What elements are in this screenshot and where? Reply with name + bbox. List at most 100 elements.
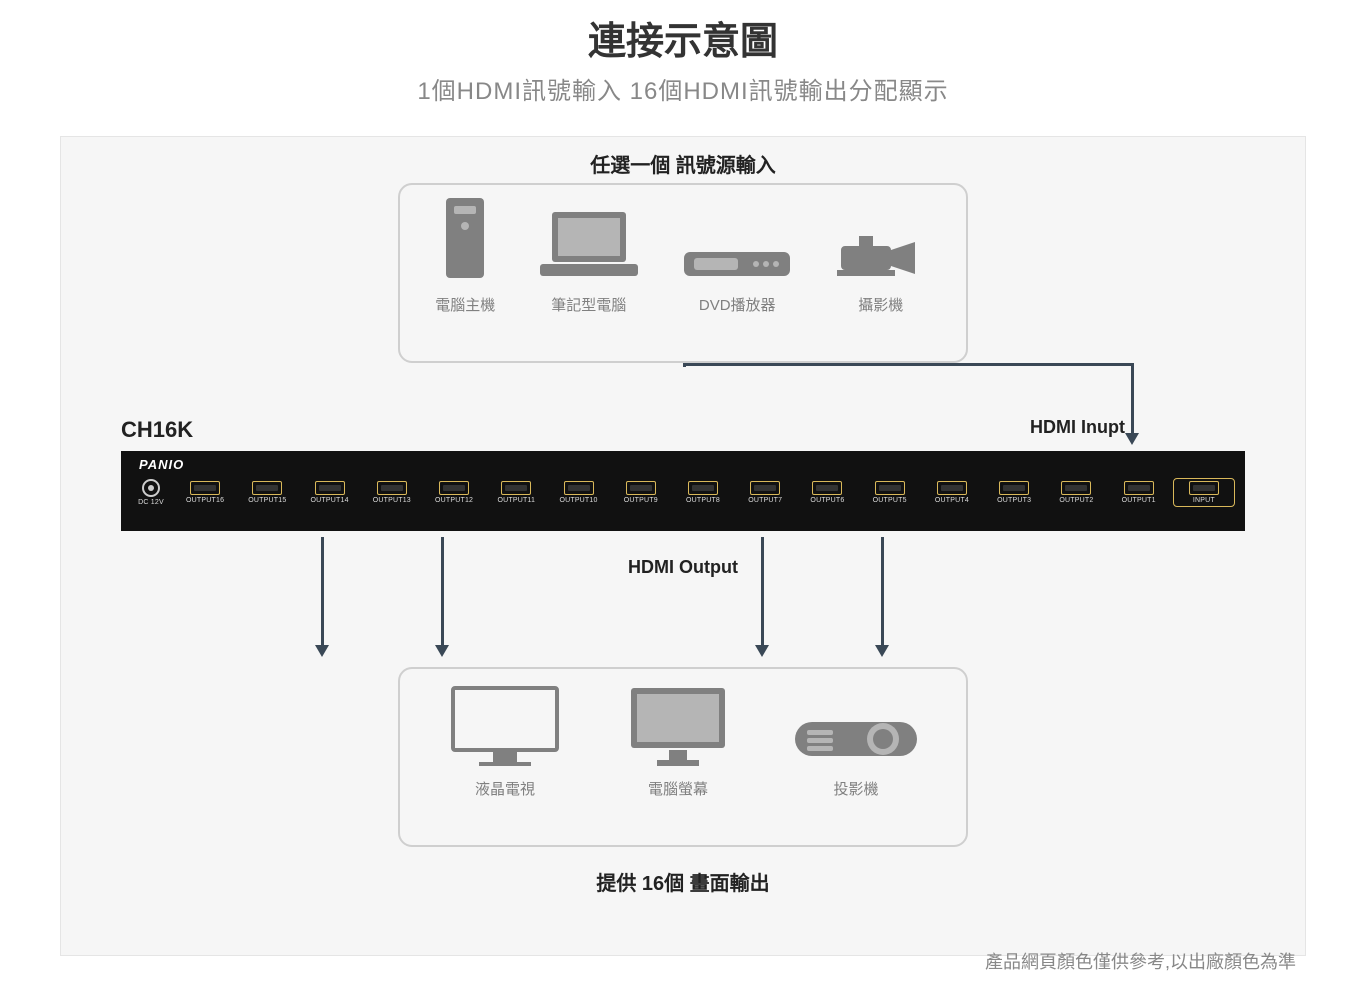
monitor-icon bbox=[623, 682, 733, 768]
conn-output-2 bbox=[761, 537, 764, 647]
hdmi-port-icon bbox=[750, 481, 780, 495]
hdmi-port-icon bbox=[875, 481, 905, 495]
hdmi-output-port-5: OUTPUT5 bbox=[862, 481, 918, 504]
device-laptop-label: 筆記型電腦 bbox=[551, 294, 626, 315]
hdmi-output-port-label: OUTPUT11 bbox=[497, 497, 535, 504]
conn-output-3 bbox=[881, 537, 884, 647]
laptop-icon bbox=[534, 206, 644, 284]
hdmi-output-port-label: OUTPUT16 bbox=[186, 497, 224, 504]
conn-input-h bbox=[683, 363, 1131, 366]
hdmi-port-icon bbox=[1124, 481, 1154, 495]
hdmi-output-port-1: OUTPUT1 bbox=[1111, 481, 1167, 504]
hdmi-output-port-14: OUTPUT14 bbox=[301, 481, 357, 504]
device-projector: 投影機 bbox=[791, 708, 921, 799]
disclaimer-text: 產品網頁顏色僅供參考,以出廠顏色為準 bbox=[985, 948, 1296, 974]
hdmi-output-port-label: OUTPUT6 bbox=[810, 497, 844, 504]
device-projector-label: 投影機 bbox=[833, 778, 878, 799]
input-device-row: 電腦主機 筆記型電腦 DVD播放器 bbox=[400, 185, 966, 315]
arrow-output-3 bbox=[875, 645, 889, 657]
desktop-icon bbox=[438, 194, 492, 284]
hdmi-output-port-label: OUTPUT9 bbox=[624, 497, 658, 504]
dc-jack-icon bbox=[142, 479, 160, 497]
model-label: CH16K bbox=[121, 417, 193, 443]
hdmi-output-port-label: OUTPUT15 bbox=[248, 497, 286, 504]
dc-port-label: DC 12V bbox=[138, 499, 164, 506]
hdmi-output-port-15: OUTPUT15 bbox=[239, 481, 295, 504]
device-monitor: 電腦螢幕 bbox=[623, 682, 733, 799]
splitter-device: PANIO DC 12V OUTPUT16 OUTPUT15 OUTPUT14 OUTP… bbox=[121, 451, 1245, 531]
device-monitor-label: 電腦螢幕 bbox=[648, 778, 708, 799]
hdmi-port-icon bbox=[688, 481, 718, 495]
hdmi-output-port-label: OUTPUT5 bbox=[873, 497, 907, 504]
hdmi-output-port-label: OUTPUT3 bbox=[997, 497, 1031, 504]
projector-icon bbox=[791, 708, 921, 768]
page-title: 連接示意圖 bbox=[0, 0, 1366, 65]
hdmi-input-label: HDMI Inupt bbox=[1030, 417, 1125, 438]
arrow-output-1 bbox=[435, 645, 449, 657]
hdmi-output-port-label: OUTPUT8 bbox=[686, 497, 720, 504]
hdmi-output-port-3: OUTPUT3 bbox=[986, 481, 1042, 504]
device-dvd: DVD播放器 bbox=[682, 244, 792, 315]
hdmi-port-icon bbox=[377, 481, 407, 495]
hdmi-output-port-11: OUTPUT11 bbox=[488, 481, 544, 504]
hdmi-output-port-7: OUTPUT7 bbox=[737, 481, 793, 504]
hdmi-output-port-4: OUTPUT4 bbox=[924, 481, 980, 504]
conn-output-0 bbox=[321, 537, 324, 647]
hdmi-output-port-6: OUTPUT6 bbox=[799, 481, 855, 504]
hdmi-output-port-label: OUTPUT13 bbox=[373, 497, 411, 504]
arrow-output-0 bbox=[315, 645, 329, 657]
hdmi-output-port-10: OUTPUT10 bbox=[550, 481, 606, 504]
dvd-icon bbox=[682, 244, 792, 284]
page-subtitle: 1個HDMI訊號輸入 16個HDMI訊號輸出分配顯示 bbox=[0, 71, 1366, 106]
hdmi-port-icon bbox=[564, 481, 594, 495]
device-tv: 液晶電視 bbox=[445, 682, 565, 799]
tv-icon bbox=[445, 682, 565, 768]
device-desktop: 電腦主機 bbox=[435, 194, 495, 315]
hdmi-port-icon bbox=[315, 481, 345, 495]
camera-icon bbox=[831, 226, 931, 284]
device-camera: 攝影機 bbox=[831, 226, 931, 315]
diagram-panel: 任選一個 訊號源輸入 電腦主機 筆記型電腦 bbox=[60, 136, 1306, 956]
hdmi-port-icon bbox=[626, 481, 656, 495]
hdmi-output-port-13: OUTPUT13 bbox=[364, 481, 420, 504]
hdmi-port-icon bbox=[999, 481, 1029, 495]
device-desktop-label: 電腦主機 bbox=[435, 294, 495, 315]
hdmi-output-port-label: OUTPUT10 bbox=[559, 497, 597, 504]
hdmi-port-icon bbox=[937, 481, 967, 495]
brand-logo: PANIO bbox=[139, 457, 1235, 472]
hdmi-output-port-label: OUTPUT7 bbox=[748, 497, 782, 504]
hdmi-output-port-label: OUTPUT12 bbox=[435, 497, 473, 504]
hdmi-output-port-label: OUTPUT14 bbox=[311, 497, 349, 504]
hdmi-input-port-label: INPUT bbox=[1193, 497, 1215, 504]
output-devices-box: 液晶電視 電腦螢幕 bbox=[398, 667, 968, 847]
conn-input-v2 bbox=[1131, 363, 1134, 435]
hdmi-port-icon bbox=[812, 481, 842, 495]
hdmi-output-label: HDMI Output bbox=[628, 557, 738, 578]
hdmi-output-port-label: OUTPUT1 bbox=[1122, 497, 1156, 504]
hdmi-output-port-16: OUTPUT16 bbox=[177, 481, 233, 504]
hdmi-port-icon bbox=[252, 481, 282, 495]
arrow-input bbox=[1125, 433, 1139, 445]
hdmi-port-icon bbox=[501, 481, 531, 495]
output-section-label: 提供 16個 畫面輸出 bbox=[596, 867, 769, 896]
ports-row: DC 12V OUTPUT16 OUTPUT15 OUTPUT14 OUTPUT13 OU… bbox=[131, 478, 1235, 507]
hdmi-output-port-9: OUTPUT9 bbox=[613, 481, 669, 504]
hdmi-port-icon bbox=[190, 481, 220, 495]
conn-input-v1 bbox=[683, 363, 686, 367]
conn-output-1 bbox=[441, 537, 444, 647]
input-devices-box: 電腦主機 筆記型電腦 DVD播放器 bbox=[398, 183, 968, 363]
hdmi-output-port-label: OUTPUT2 bbox=[1059, 497, 1093, 504]
hdmi-port-icon bbox=[1061, 481, 1091, 495]
hdmi-output-port-12: OUTPUT12 bbox=[426, 481, 482, 504]
dc-port: DC 12V bbox=[131, 479, 171, 506]
device-camera-label: 攝影機 bbox=[858, 294, 903, 315]
hdmi-output-port-label: OUTPUT4 bbox=[935, 497, 969, 504]
hdmi-input-port: INPUT bbox=[1173, 478, 1235, 507]
device-dvd-label: DVD播放器 bbox=[699, 294, 776, 315]
hdmi-output-port-2: OUTPUT2 bbox=[1048, 481, 1104, 504]
hdmi-port-icon bbox=[439, 481, 469, 495]
hdmi-output-port-8: OUTPUT8 bbox=[675, 481, 731, 504]
device-laptop: 筆記型電腦 bbox=[534, 206, 644, 315]
output-device-row: 液晶電視 電腦螢幕 bbox=[400, 669, 966, 799]
hdmi-port-icon bbox=[1189, 481, 1219, 495]
